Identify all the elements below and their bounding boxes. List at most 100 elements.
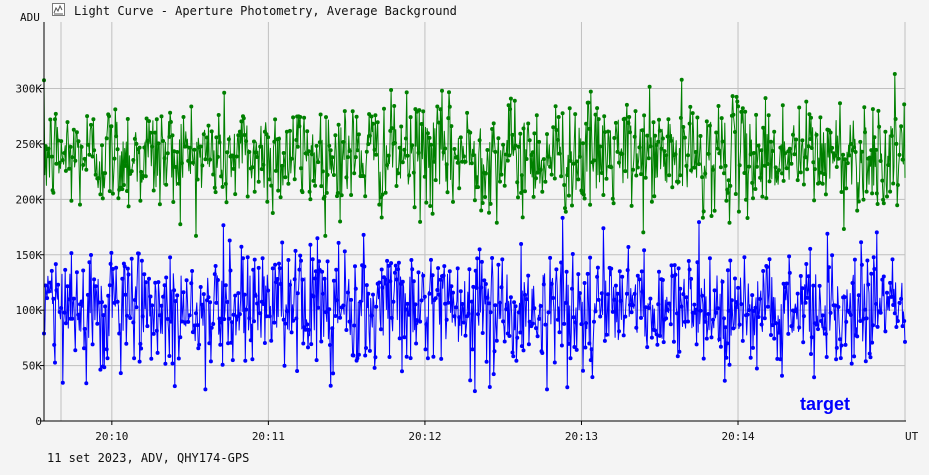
data-point — [722, 316, 726, 321]
data-point — [273, 168, 278, 173]
data-point — [372, 365, 377, 370]
data-point — [234, 314, 239, 319]
data-point — [349, 193, 354, 197]
data-point — [809, 335, 814, 340]
footer-info: 11 set 2023, ADV, QHY174-GPS — [47, 451, 250, 465]
data-point — [870, 323, 875, 328]
data-point — [861, 316, 866, 321]
data-point — [346, 290, 350, 295]
data-point — [410, 267, 415, 272]
data-point — [284, 129, 289, 134]
data-point — [814, 132, 819, 137]
data-point — [404, 354, 409, 359]
data-point — [341, 303, 346, 308]
data-point — [167, 134, 172, 139]
data-point — [227, 238, 232, 243]
data-point — [583, 345, 588, 350]
data-point — [761, 125, 766, 130]
data-point — [692, 302, 697, 307]
data-point — [870, 340, 875, 345]
data-point — [828, 130, 833, 135]
data-point — [206, 295, 211, 300]
data-point — [236, 291, 241, 296]
data-point — [394, 277, 399, 282]
data-point — [270, 266, 275, 271]
data-point — [124, 341, 129, 346]
data-point — [479, 259, 484, 264]
data-point — [895, 203, 900, 208]
data-point — [891, 181, 896, 186]
data-point — [541, 157, 546, 162]
data-point — [627, 115, 632, 119]
data-point — [334, 267, 339, 272]
data-point — [602, 114, 607, 119]
x-tick-label: 20:12 — [408, 430, 441, 443]
data-point — [436, 292, 441, 297]
data-point — [123, 163, 128, 168]
data-point — [391, 299, 396, 304]
data-point — [63, 321, 68, 326]
data-point — [566, 193, 571, 198]
data-point — [46, 289, 51, 294]
data-point — [132, 298, 137, 302]
data-point — [369, 313, 374, 318]
data-point — [496, 136, 501, 141]
data-point — [113, 107, 118, 112]
data-point — [592, 319, 596, 324]
data-point — [284, 309, 289, 314]
data-point — [335, 194, 339, 199]
data-point — [139, 169, 144, 174]
data-point — [313, 269, 318, 274]
data-point — [805, 167, 810, 172]
data-point — [772, 336, 777, 341]
tick-labels: 0 50K 100K 150K 200K 250K 300K 20:10 20:11 20:12 2… — [16, 83, 755, 444]
data-point — [552, 360, 557, 365]
chart-icon — [52, 3, 65, 16]
data-point — [783, 151, 788, 156]
data-point — [639, 269, 644, 274]
data-point — [288, 128, 292, 133]
data-point — [79, 299, 84, 304]
data-point — [555, 317, 560, 322]
data-point — [239, 244, 244, 249]
data-point — [844, 319, 849, 324]
data-point — [143, 280, 148, 285]
data-point — [703, 171, 708, 176]
data-point — [142, 145, 147, 150]
data-point — [115, 147, 120, 152]
data-point — [716, 104, 721, 108]
data-point — [748, 355, 753, 360]
data-point — [418, 219, 423, 224]
data-point — [563, 300, 568, 305]
data-point — [110, 267, 115, 271]
data-point — [137, 145, 142, 150]
data-point — [546, 310, 551, 315]
data-point — [519, 190, 524, 195]
data-point — [786, 331, 791, 336]
data-point — [604, 176, 609, 181]
data-point — [316, 160, 321, 165]
data-point — [366, 291, 371, 296]
data-point — [245, 255, 250, 260]
data-point — [776, 330, 781, 335]
data-point — [892, 72, 897, 76]
data-point — [698, 134, 703, 138]
data-point — [612, 136, 617, 140]
data-point — [621, 333, 626, 338]
data-point — [552, 176, 557, 181]
data-point — [195, 323, 200, 328]
data-point — [675, 311, 679, 316]
data-point — [900, 157, 905, 162]
data-point — [718, 344, 723, 349]
data-point — [216, 113, 221, 117]
data-point — [277, 266, 282, 271]
data-point — [512, 300, 517, 305]
data-point — [303, 151, 308, 156]
series-1 — [42, 72, 907, 238]
data-point — [510, 350, 515, 355]
data-point — [487, 210, 491, 215]
data-point — [220, 362, 225, 367]
data-point — [59, 139, 64, 144]
data-point — [315, 236, 320, 241]
data-point — [535, 334, 540, 339]
